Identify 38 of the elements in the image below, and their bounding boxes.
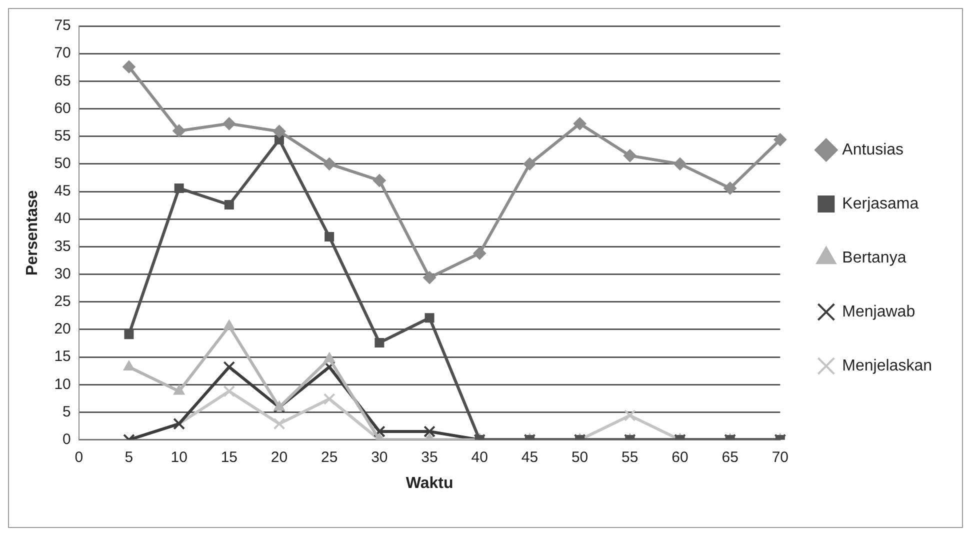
x-tick-label: 5 <box>124 448 134 466</box>
y-tick-label: 30 <box>54 265 71 282</box>
x-tick-label: 40 <box>471 448 488 466</box>
legend-label: Menjelaskan <box>842 357 932 374</box>
x-axis-title: Waktu <box>406 474 454 492</box>
x-tick-label: 35 <box>421 448 438 466</box>
y-tick-label: 65 <box>54 72 71 90</box>
x-tick-label: 65 <box>722 448 738 466</box>
x-tick-label: 50 <box>571 448 588 466</box>
y-tick-label: 10 <box>54 376 71 393</box>
y-tick-label: 25 <box>54 293 71 310</box>
y-tick-label: 75 <box>54 17 71 34</box>
y-tick-label: 50 <box>54 155 71 172</box>
x-tick-label: 0 <box>74 448 84 466</box>
y-tick-label: 0 <box>62 430 71 448</box>
x-tick-label: 60 <box>672 448 688 466</box>
legend-label: Menjawab <box>842 303 916 320</box>
y-tick-label: 35 <box>54 238 71 255</box>
legend-label: Antusias <box>842 141 904 158</box>
x-tick-label: 20 <box>270 448 288 466</box>
y-tick-label: 20 <box>54 320 71 338</box>
x-tick-label: 45 <box>521 448 538 466</box>
x-tick-label: 25 <box>321 448 338 466</box>
y-tick-label: 70 <box>54 44 71 62</box>
y-tick-label: 15 <box>54 348 71 366</box>
x-tick-label: 70 <box>772 448 789 466</box>
x-tick-label: 10 <box>170 448 188 466</box>
y-tick-label: 45 <box>54 182 71 200</box>
y-tick-label: 5 <box>62 403 71 420</box>
y-tick-label: 60 <box>54 100 71 117</box>
y-tick-label: 55 <box>54 127 71 144</box>
y-tick-label: 40 <box>54 210 71 228</box>
legend-label: Kerjasama <box>842 195 919 212</box>
y-axis-title: Persentase <box>24 190 42 276</box>
legend-label: Bertanya <box>842 249 906 266</box>
x-tick-label: 15 <box>220 448 238 466</box>
x-tick-label: 30 <box>371 448 388 466</box>
x-tick-label: 55 <box>622 448 638 466</box>
